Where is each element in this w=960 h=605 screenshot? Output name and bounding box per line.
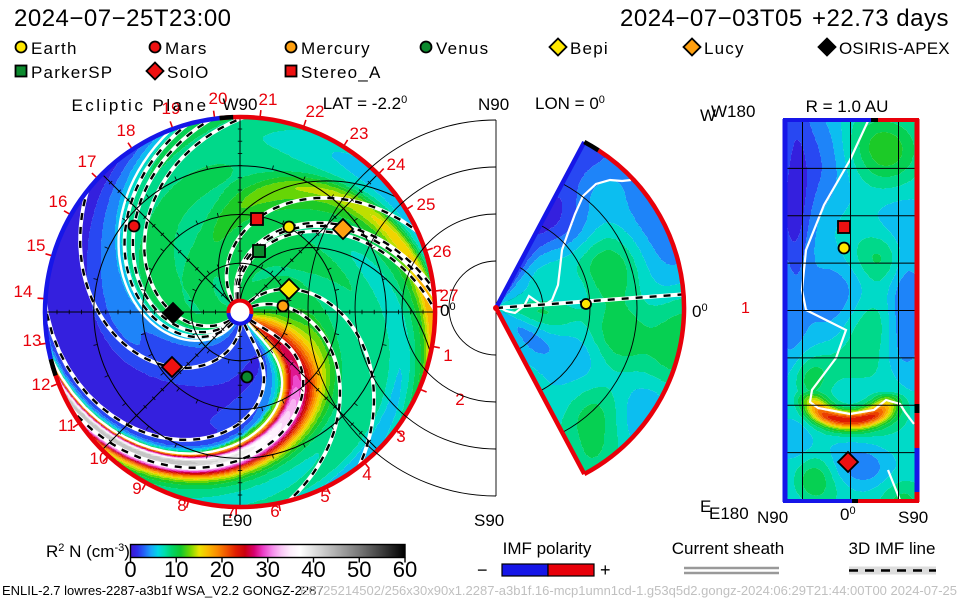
svg-text:15: 15 [27, 236, 46, 255]
svg-text:Stereo_A: Stereo_A [301, 63, 381, 82]
svg-text:SolO: SolO [167, 63, 210, 82]
svg-text:S90: S90 [898, 508, 928, 527]
svg-text:10: 10 [90, 449, 109, 468]
svg-text:N90: N90 [478, 95, 509, 114]
svg-text:Ecliptic Plane: Ecliptic Plane [71, 96, 208, 115]
svg-text:Venus: Venus [436, 39, 489, 58]
svg-text:Bepi: Bepi [570, 39, 609, 58]
svg-text:IMF polarity: IMF polarity [503, 539, 592, 558]
svg-text:3D IMF line: 3D IMF line [849, 539, 936, 558]
svg-text:50: 50 [347, 557, 371, 582]
svg-text:60: 60 [393, 557, 417, 582]
svg-text:25: 25 [417, 195, 436, 214]
svg-text:E0725214502/256x30x90x1.2287-a: E0725214502/256x30x90x1.2287-a3b1f.16-mc… [300, 583, 957, 598]
svg-text:−: − [477, 560, 488, 580]
svg-text:17: 17 [78, 152, 97, 171]
svg-text:W180: W180 [711, 102, 755, 121]
svg-text:S90: S90 [474, 511, 504, 530]
svg-text:2: 2 [455, 390, 464, 409]
svg-text:4: 4 [362, 465, 371, 484]
svg-text:Current sheath: Current sheath [672, 539, 784, 558]
svg-text:1: 1 [741, 300, 750, 317]
svg-text:1: 1 [443, 346, 452, 365]
svg-text:ENLIL-2.7 lowres-2287-a3b1f WS: ENLIL-2.7 lowres-2287-a3b1f WSA_V2.2 GON… [2, 583, 324, 598]
svg-text:LON = 00: LON = 00 [535, 94, 605, 113]
svg-text:Lucy: Lucy [704, 39, 745, 58]
svg-text:22: 22 [306, 102, 325, 121]
svg-text:Mercury: Mercury [301, 39, 371, 58]
svg-text:OSIRIS-APEX: OSIRIS-APEX [839, 39, 950, 58]
svg-text:3: 3 [396, 427, 405, 446]
svg-text:N90: N90 [757, 508, 788, 527]
svg-text:Mars: Mars [165, 39, 208, 58]
svg-text:18: 18 [117, 121, 136, 140]
svg-text:10: 10 [164, 557, 188, 582]
svg-text:16: 16 [49, 192, 68, 211]
svg-text:12: 12 [32, 375, 51, 394]
svg-text:+22.73 days: +22.73 days [812, 5, 949, 32]
svg-text:W90: W90 [223, 95, 258, 114]
svg-text:21: 21 [259, 90, 278, 109]
svg-text:E90: E90 [222, 511, 252, 530]
svg-text:LAT = -2.20: LAT = -2.20 [323, 94, 407, 113]
svg-text:2024−07−25T23:00: 2024−07−25T23:00 [14, 5, 232, 32]
svg-text:ParkerSP: ParkerSP [31, 63, 113, 82]
svg-text:23: 23 [350, 124, 369, 143]
svg-text:5: 5 [320, 487, 329, 506]
svg-text:30: 30 [256, 557, 280, 582]
svg-text:6: 6 [270, 502, 279, 521]
svg-text:26: 26 [433, 242, 452, 261]
svg-text:40: 40 [301, 557, 325, 582]
svg-text:24: 24 [387, 155, 406, 174]
svg-text:8: 8 [177, 496, 186, 515]
svg-text:Earth: Earth [31, 39, 78, 58]
svg-text:20: 20 [210, 557, 234, 582]
svg-text:9: 9 [132, 479, 141, 498]
svg-text:14: 14 [14, 282, 33, 301]
svg-text:11: 11 [58, 416, 76, 435]
svg-text:2024−07−03T05: 2024−07−03T05 [620, 5, 803, 32]
svg-text:R = 1.0 AU: R = 1.0 AU [806, 97, 889, 116]
svg-text:E180: E180 [709, 504, 749, 523]
svg-text:13: 13 [23, 331, 42, 350]
svg-text:+: + [600, 560, 611, 580]
